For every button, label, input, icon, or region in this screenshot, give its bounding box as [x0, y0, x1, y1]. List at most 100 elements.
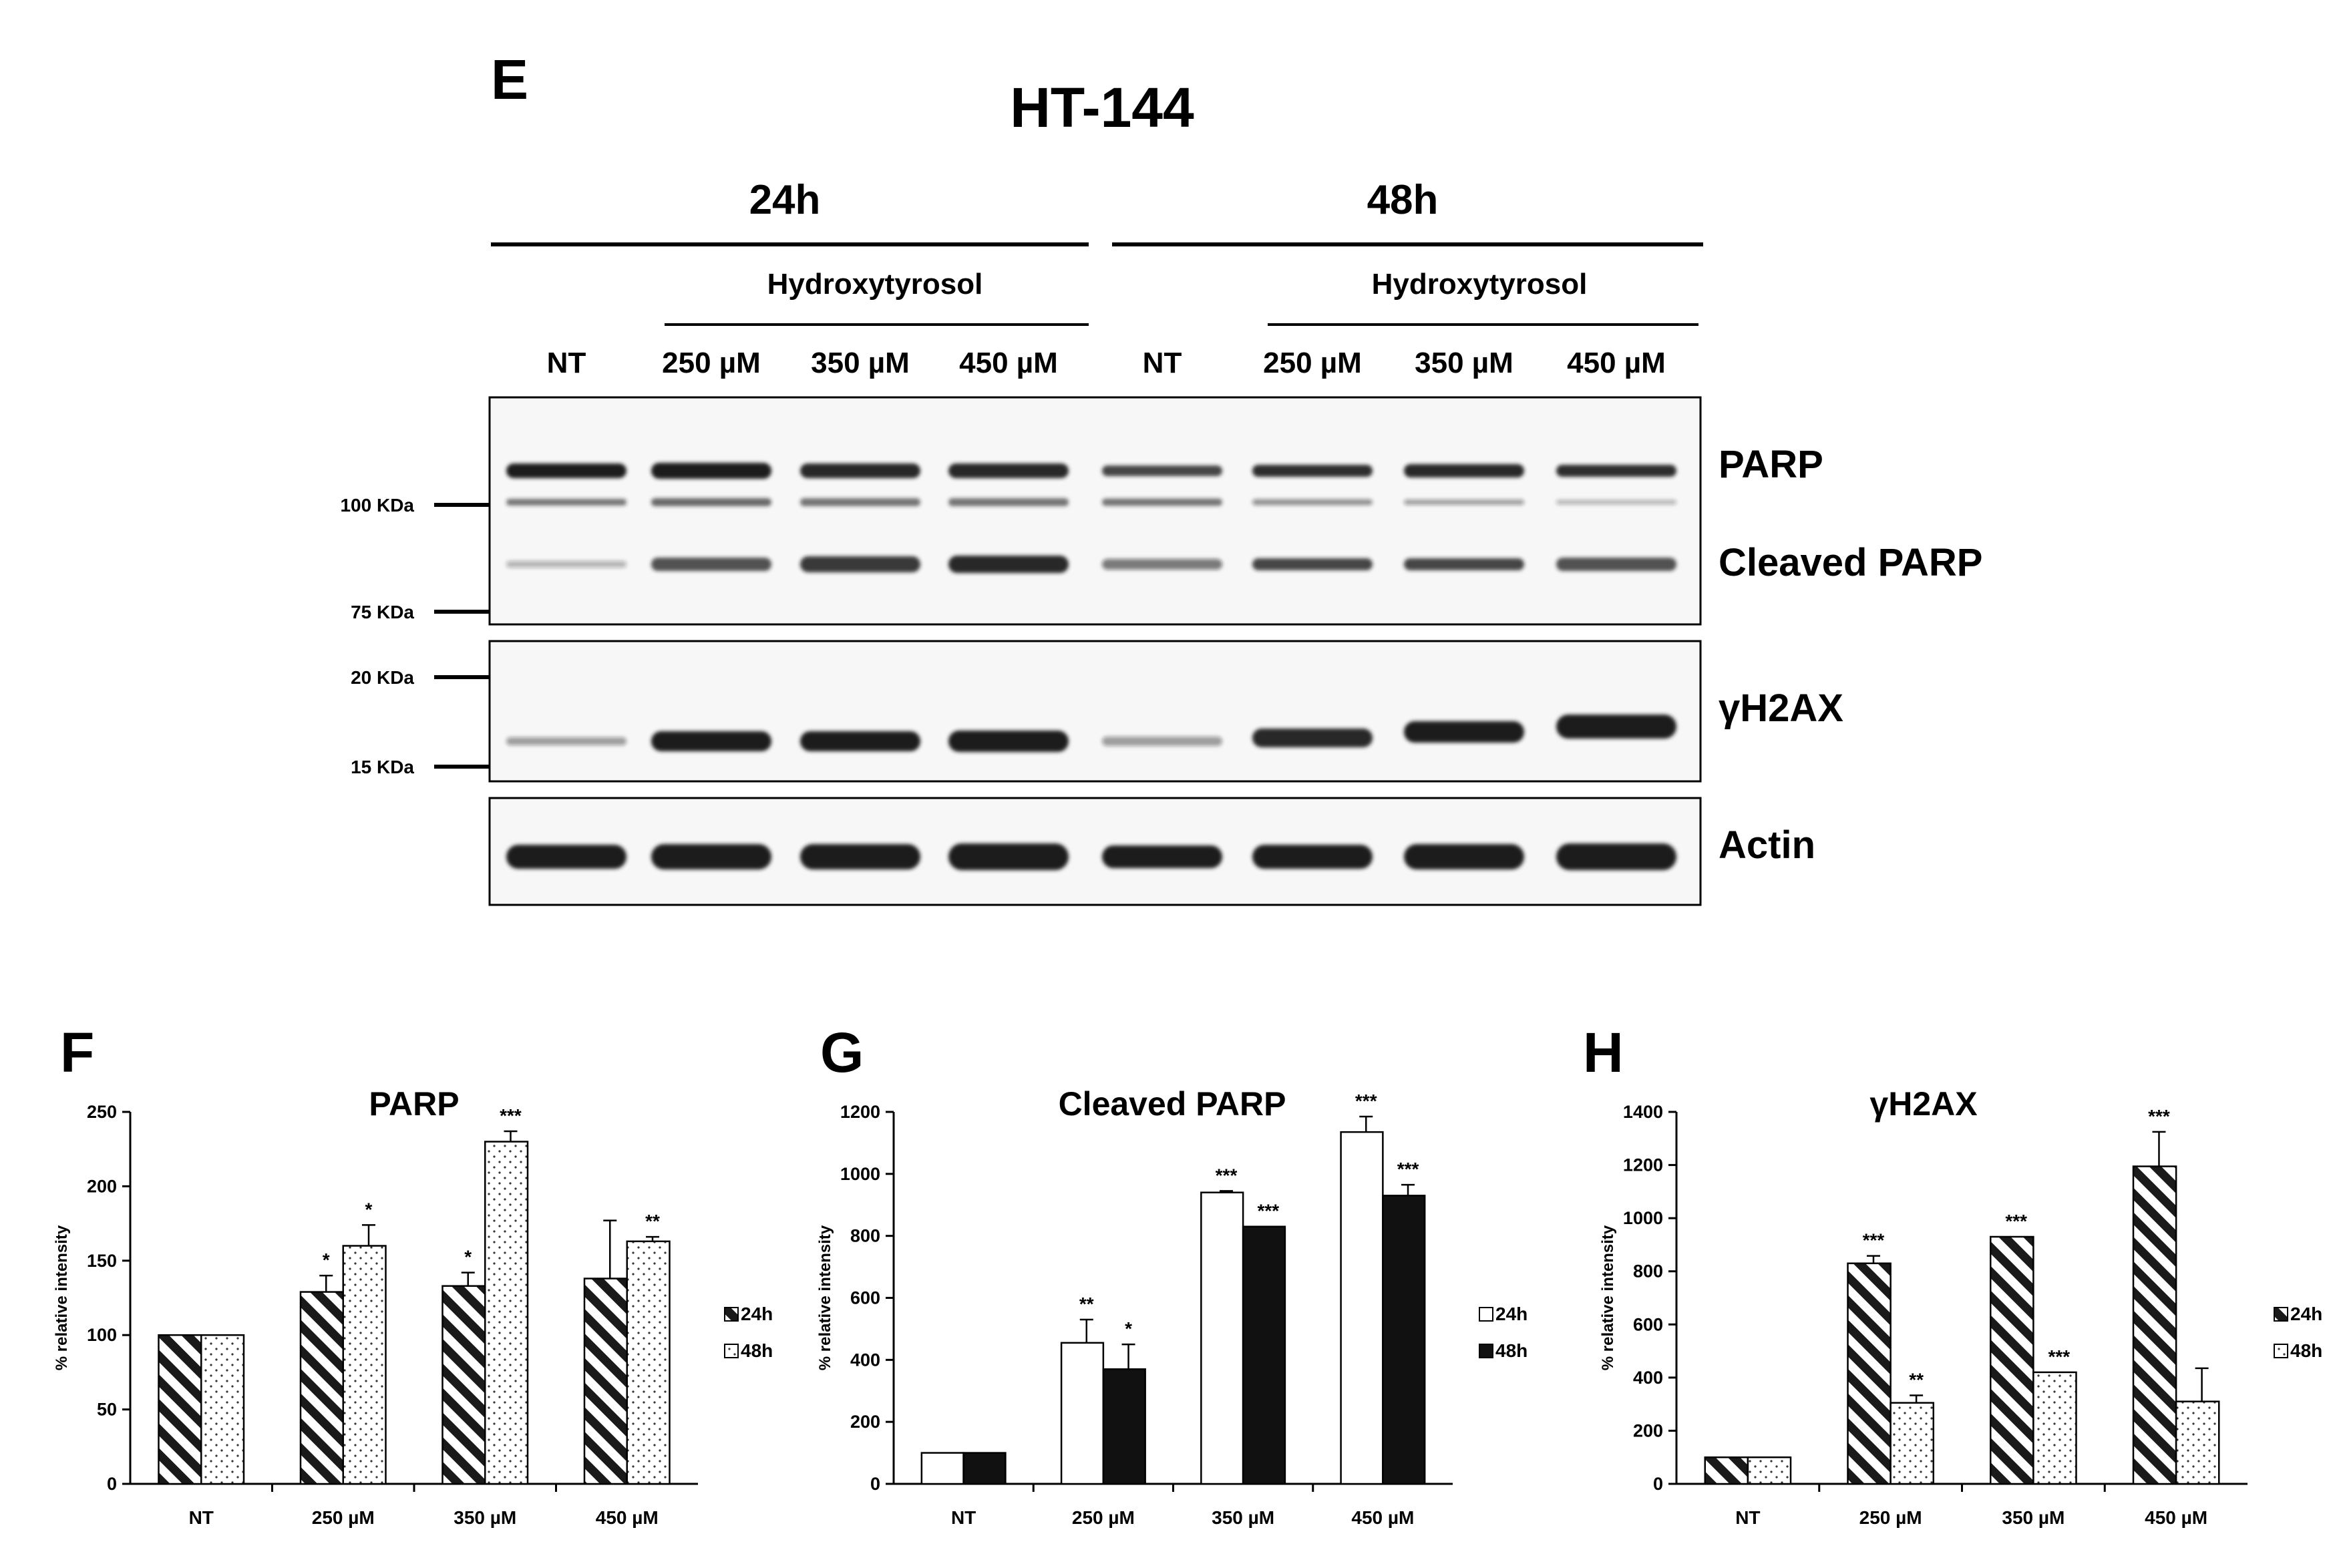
lane-label: 450 µM: [1567, 347, 1666, 379]
legend-swatch: [1479, 1307, 1493, 1322]
y-tick-label: 200: [850, 1412, 880, 1432]
bar-24h-3: [2132, 1165, 2177, 1485]
blot-band: [1404, 558, 1524, 570]
band-label-cleaved-parp: Cleaved PARP: [1719, 541, 1982, 584]
x-tick-label: 450 µM: [2145, 1507, 2207, 1528]
lane-label: 350 µM: [1415, 347, 1513, 379]
significance-mark: ***: [1257, 1201, 1279, 1221]
y-tick-label: 600: [850, 1288, 880, 1308]
y-tick-label: 1000: [840, 1164, 880, 1184]
significance-mark: **: [1079, 1294, 1094, 1314]
legend-label: 24h: [2290, 1304, 2322, 1324]
blot-band: [1102, 845, 1222, 868]
lane-label: NT: [547, 347, 586, 379]
significance-mark: ***: [2048, 1346, 2070, 1367]
blot-band: [651, 731, 771, 751]
blot-band: [1404, 500, 1524, 505]
legend-swatch: [2274, 1307, 2288, 1322]
legend-swatch: [2274, 1344, 2288, 1358]
blot-band: [651, 844, 771, 869]
blot-band: [1102, 465, 1222, 476]
blot-band: [1556, 465, 1676, 477]
bar-24h-1: [1847, 1262, 1892, 1485]
blot-band: [948, 463, 1069, 478]
significance-mark: *: [365, 1199, 373, 1219]
legend-label: 24h: [741, 1304, 773, 1324]
blot-band: [1252, 499, 1373, 506]
bar-48h-0: [200, 1334, 245, 1485]
y-tick-label: 200: [1633, 1420, 1663, 1440]
significance-mark: **: [1909, 1370, 1924, 1390]
blot-band: [1102, 737, 1222, 746]
lane-labels: NT 250 µM 350 µM 450 µM NT 250 µM 350 µM 450 µM: [547, 347, 1666, 379]
band-label-parp: PARP: [1719, 443, 1823, 486]
y-tick-label: 1400: [1623, 1102, 1663, 1122]
blot-band: [1556, 558, 1676, 571]
x-tick-label: 350 µM: [454, 1507, 516, 1528]
x-tick-label: 250 µM: [1072, 1507, 1135, 1528]
blot-band: [948, 731, 1069, 752]
significance-mark: ***: [1216, 1165, 1238, 1185]
bar-24h-3: [583, 1278, 628, 1485]
y-tick-label: 200: [87, 1176, 117, 1196]
bar-48h-3: [2175, 1400, 2220, 1485]
marker-100kda: 100 KDa: [340, 495, 414, 516]
blot-band: [800, 556, 920, 572]
chart-g-cleaved-parp: G Cleaved PARP % relative intensity 0 200 400…: [816, 1021, 1528, 1528]
legend-label: 48h: [1495, 1340, 1528, 1361]
blot-band: [1556, 500, 1676, 505]
chart-title: γH2AX: [1869, 1085, 1977, 1123]
blot-band: [1252, 465, 1373, 477]
significance-mark: ***: [2148, 1106, 2170, 1127]
bar-48h-3: [626, 1240, 671, 1485]
y-tick-label: 0: [1653, 1474, 1663, 1494]
marker-15kda: 15 KDa: [351, 757, 414, 777]
bar-24h-1: [299, 1291, 344, 1485]
bar-48h-2: [484, 1141, 529, 1485]
significance-mark: ***: [500, 1105, 522, 1126]
blot-band: [948, 556, 1069, 573]
significance-mark: ***: [1397, 1159, 1419, 1179]
blot-band: [506, 463, 626, 478]
blot-frame-h2ax: [488, 640, 1702, 783]
y-tick-label: 250: [87, 1102, 117, 1122]
chart-title: PARP: [369, 1085, 459, 1123]
x-tick-label: NT: [189, 1507, 214, 1528]
x-tick-label: 450 µM: [596, 1507, 659, 1528]
bar-24h-3: [1340, 1131, 1384, 1485]
y-tick-label: 1000: [1623, 1208, 1663, 1228]
blot-band: [948, 843, 1069, 870]
blot-band: [800, 844, 920, 869]
bar-48h-3: [1382, 1195, 1426, 1485]
marker-75kda: 75 KDa: [351, 602, 414, 622]
blot-band: [800, 498, 920, 506]
bar-24h-0: [920, 1452, 964, 1485]
time-group-24h: 24h: [749, 177, 821, 223]
y-tick-label: 1200: [840, 1102, 880, 1122]
significance-mark: *: [464, 1247, 472, 1267]
panel-letter: H: [1583, 1021, 1624, 1084]
significance-mark: *: [1125, 1318, 1132, 1339]
lane-label: 450 µM: [959, 347, 1058, 379]
blot-bands: [506, 463, 1676, 870]
significance-mark: ***: [1863, 1230, 1885, 1251]
y-tick-label: 400: [850, 1350, 880, 1370]
legend-label: 24h: [1495, 1304, 1528, 1324]
y-axis-label: % relative intensity: [53, 1225, 71, 1370]
treatment-label-24h: Hydroxytyrosol: [767, 268, 983, 301]
marker-20kda: 20 KDa: [351, 667, 414, 688]
blot-frame-parp: [488, 396, 1702, 626]
lane-label: NT: [1143, 347, 1182, 379]
significance-mark: *: [323, 1249, 330, 1270]
chart-title: Cleaved PARP: [1059, 1085, 1286, 1123]
x-tick-label: 350 µM: [1212, 1507, 1274, 1528]
blot-band: [800, 463, 920, 478]
treatment-label-48h: Hydroxytyrosol: [1372, 268, 1588, 301]
y-tick-label: 600: [1633, 1314, 1663, 1334]
bar-24h-0: [158, 1334, 202, 1485]
blot-band: [1404, 844, 1524, 869]
bar-24h-2: [441, 1285, 486, 1485]
y-tick-label: 100: [87, 1325, 117, 1345]
bar-24h-1: [1060, 1342, 1105, 1485]
